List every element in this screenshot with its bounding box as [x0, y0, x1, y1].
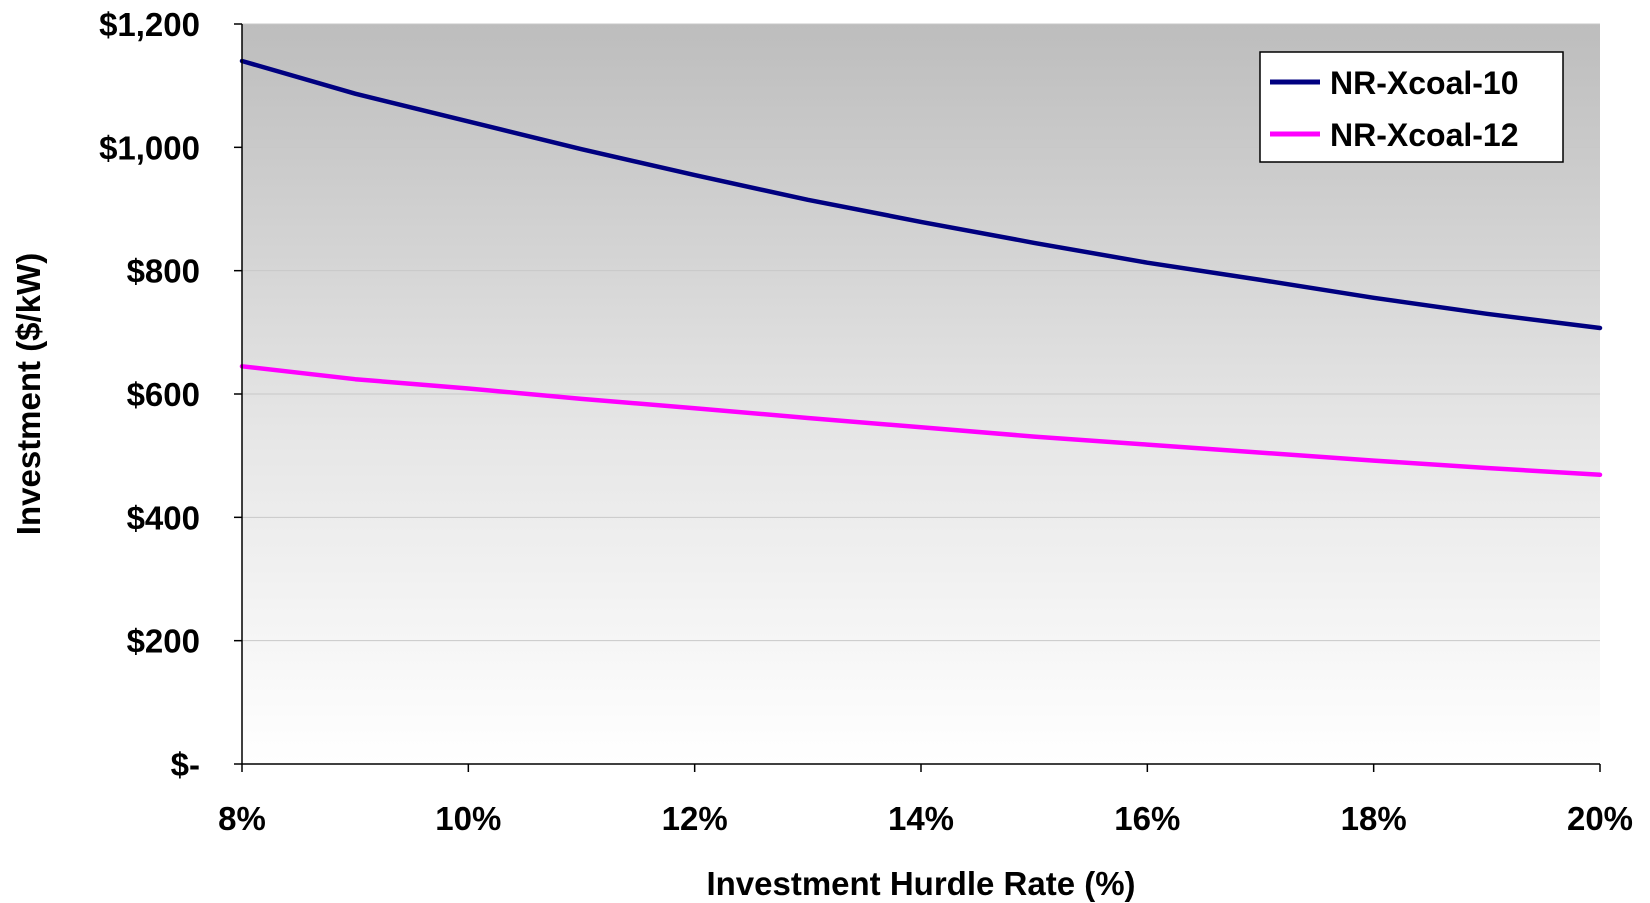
legend: NR-Xcoal-10 NR-Xcoal-12: [1259, 51, 1564, 163]
y-axis-title: Investment ($/kW): [10, 253, 47, 535]
y-axis-ticks: $- $200 $400 $600 $800 $1,000 $1,200: [99, 6, 242, 783]
series-line-nr-xcoal-10: [239, 58, 1603, 331]
x-tick-label-16: 16%: [1114, 800, 1180, 837]
series-line-nr-xcoal-12: [239, 364, 1603, 478]
legend-label-nr-xcoal-12: NR-Xcoal-12: [1330, 117, 1519, 153]
grid-lines: [242, 23, 1600, 642]
legend-box: [1259, 51, 1564, 163]
y-tick-label-200: $200: [127, 623, 200, 660]
series-lines: [239, 58, 1603, 478]
y-tick-label-400: $400: [127, 499, 200, 536]
y-tick-label-1000: $1,000: [99, 129, 200, 166]
y-tick-label-600: $600: [127, 376, 200, 413]
x-tick-label-10: 10%: [435, 800, 501, 837]
x-tick-label-12: 12%: [662, 800, 728, 837]
y-tick-label-800: $800: [127, 253, 200, 290]
y-tick-label-1200: $1,200: [99, 6, 200, 43]
x-tick-label-18: 18%: [1341, 800, 1407, 837]
x-tick-label-14: 14%: [888, 800, 954, 837]
x-axis-ticks: 8% 10% 12% 14% 16% 18% 20%: [218, 764, 1633, 837]
y-tick-label-0: $-: [171, 746, 200, 783]
x-tick-label-8: 8%: [218, 800, 266, 837]
x-tick-label-20: 20%: [1567, 800, 1633, 837]
legend-label-nr-xcoal-10: NR-Xcoal-10: [1330, 65, 1519, 101]
x-axis-title: Investment Hurdle Rate (%): [706, 865, 1135, 902]
